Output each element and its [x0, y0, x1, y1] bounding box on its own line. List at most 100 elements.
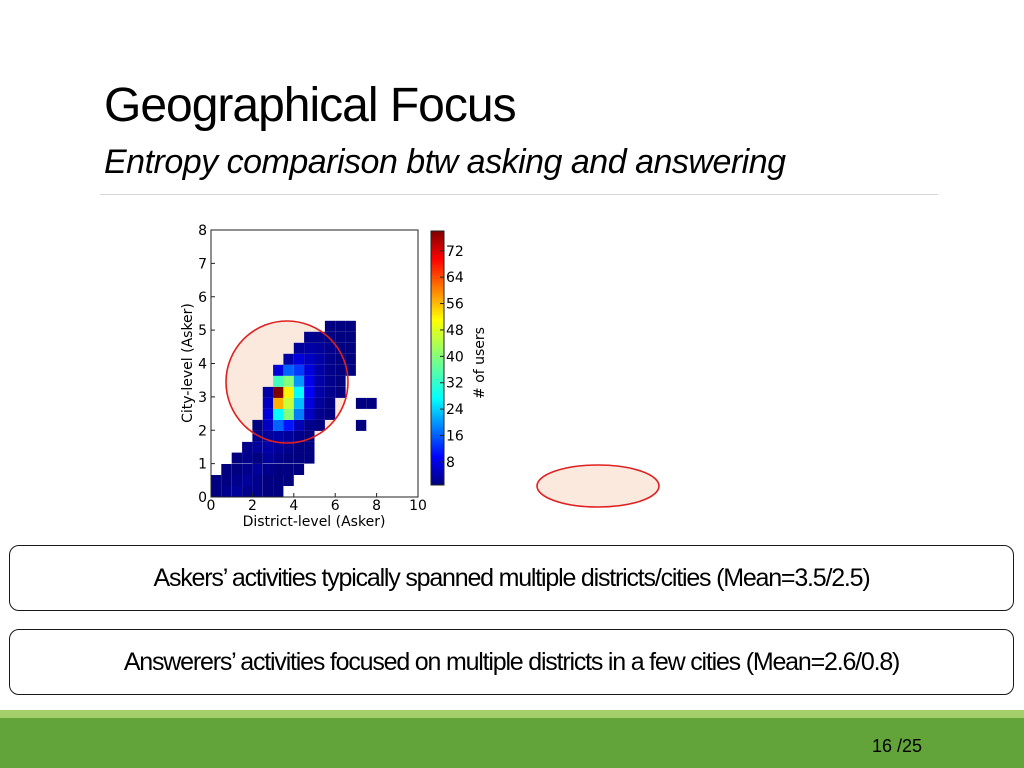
heatmap-cell: [252, 419, 263, 431]
heatmap-cell: [283, 375, 294, 387]
heatmap-cell: [273, 430, 284, 442]
heatmap-cell: [304, 375, 315, 387]
heatmap-cell: [242, 486, 253, 497]
colorbar-tick-label: 40: [446, 349, 464, 365]
colorbar-tick-label: 64: [446, 270, 464, 286]
heatmap-cell: [304, 408, 315, 420]
heatmap-cell: [262, 452, 274, 464]
heatmap-cell: [231, 475, 243, 486]
heatmap-cell: [366, 397, 377, 409]
heatmap-cell: [314, 353, 325, 365]
heatmap-cell: [252, 441, 263, 453]
title-divider: [100, 194, 938, 195]
heatmap-cell: [314, 342, 325, 354]
heatmap-cell: [221, 486, 232, 497]
heatmap-cell: [335, 331, 346, 343]
askers-callout-text: Askers’ activities typically spanned mul…: [153, 563, 870, 592]
heatmap-cell: [273, 364, 284, 376]
heatmap-cell: [314, 397, 325, 409]
heatmap-cell: [262, 397, 274, 409]
heatmap-cell: [335, 353, 346, 365]
askers-callout: Askers’ activities typically spanned mul…: [9, 545, 1014, 611]
heatmap-cell: [345, 320, 356, 332]
heatmap-cell: [314, 364, 325, 376]
heatmap-cell: [324, 408, 336, 420]
answerers-callout: Answerers’ activities focused on multipl…: [9, 629, 1014, 695]
y-axis-label: City-level (Asker): [180, 303, 196, 423]
y-tick-label: 6: [198, 290, 207, 306]
heatmap-cell: [293, 342, 305, 354]
heatmap-cell: [252, 464, 263, 475]
heatmap-cell: [283, 386, 294, 398]
heatmap-cell: [293, 375, 305, 387]
heatmap-cell: [293, 386, 305, 398]
x-tick-label: 0: [207, 498, 216, 514]
heatmap-cell: [231, 452, 243, 464]
x-tick-label: 8: [372, 498, 381, 514]
heatmap-cell: [262, 386, 274, 398]
y-tick-label: 4: [198, 357, 207, 373]
heatmap-cell: [345, 353, 356, 365]
highlight-circle: [225, 320, 349, 444]
heatmap-cell: [345, 331, 356, 343]
y-tick-label: 8: [198, 223, 207, 239]
heatmap-cell: [304, 441, 315, 453]
heatmap-cell: [324, 331, 336, 343]
heatmap-cell: [335, 375, 346, 387]
heatmap-cell: [304, 386, 315, 398]
heatmap-cell: [324, 320, 336, 332]
y-tick-label: 7: [198, 256, 207, 272]
heatmap-cell: [273, 397, 284, 409]
heatmap-cell: [283, 353, 294, 365]
heatmap-cell: [262, 464, 274, 475]
heatmap-cell: [262, 441, 274, 453]
heatmap-cell: [324, 364, 336, 376]
slide-title: Geographical Focus: [104, 79, 517, 132]
heatmap-cell: [211, 486, 222, 497]
y-tick-label: 0: [198, 490, 207, 506]
heatmap-cell: [273, 464, 284, 475]
heatmap-cell: [324, 375, 336, 387]
heatmap-cell: [283, 475, 294, 486]
heatmap-cell: [221, 475, 232, 486]
heatmap-cell: [283, 408, 294, 420]
colorbar-tick-label: 8: [446, 455, 455, 471]
heatmap-cell: [304, 342, 315, 354]
heatmap-cell: [324, 342, 336, 354]
heatmap-cell: [283, 397, 294, 409]
heatmap-cell: [231, 486, 243, 497]
heatmap-cell: [324, 386, 336, 398]
x-tick-label: 2: [248, 498, 257, 514]
heatmap-cell: [314, 375, 325, 387]
heatmap-cell: [252, 486, 263, 497]
heatmap-cell: [273, 441, 284, 453]
heatmap-cell: [314, 386, 325, 398]
heatmap-cell: [324, 353, 336, 365]
heatmap-cells: [211, 320, 377, 497]
heatmap-cell: [273, 486, 284, 497]
heatmap-cell: [262, 486, 274, 497]
heatmap-cell: [293, 430, 305, 442]
colorbar-tick-label: 32: [446, 376, 464, 392]
heatmap-cell: [335, 364, 346, 376]
heatmap-cell: [335, 342, 346, 354]
heatmap-cell: [293, 419, 305, 431]
heatmap-cell: [304, 353, 315, 365]
heatmap-cell: [283, 364, 294, 376]
colorbar-label: # of users: [472, 327, 488, 399]
heatmap-cell: [304, 430, 315, 442]
heatmap-cell: [335, 320, 346, 332]
heatmap-cell: [262, 419, 274, 431]
heatmap-cell: [293, 353, 305, 365]
heatmap-cell: [242, 464, 253, 475]
heatmap-cell: [293, 397, 305, 409]
heatmap-cell: [345, 364, 356, 376]
heatmap-cell: [304, 331, 315, 343]
heatmap-cell: [324, 397, 336, 409]
heatmap-cell: [273, 419, 284, 431]
y-tick-label: 5: [198, 323, 207, 339]
heatmap-cell: [273, 375, 284, 387]
heatmap-cell: [283, 430, 294, 442]
heatmap-cell: [314, 331, 325, 343]
